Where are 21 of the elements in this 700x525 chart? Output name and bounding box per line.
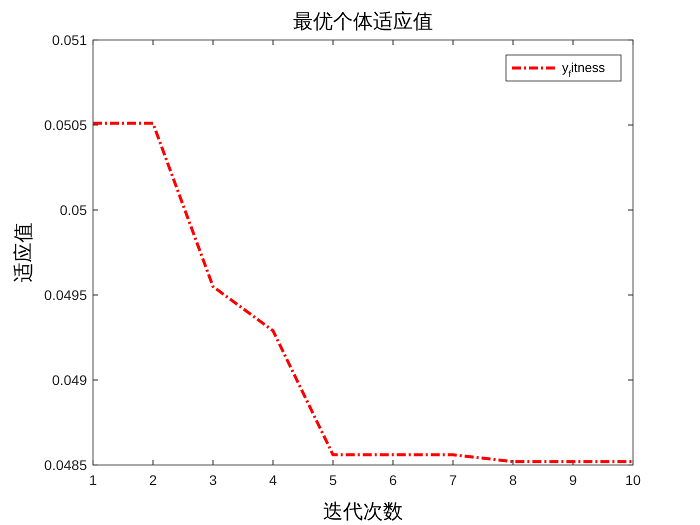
y-axis-title: 适应值	[13, 222, 35, 282]
legend-label: y$_{f}$itness	[562, 60, 606, 79]
y-tick-label: 0.05	[60, 202, 88, 218]
x-tick-label: 10	[625, 472, 641, 488]
x-tick-label: 3	[209, 472, 218, 488]
x-tick-label: 5	[329, 472, 338, 488]
y-tick-label: 0.051	[52, 32, 88, 48]
chart-title: 最优个体适应值	[293, 11, 433, 33]
x-tick-label: 8	[509, 472, 518, 488]
y-tick-label: 0.0495	[44, 287, 88, 303]
x-tick-label: 7	[449, 472, 458, 488]
y-tick-label: 0.0485	[44, 457, 88, 473]
y-tick-label: 0.049	[52, 372, 88, 388]
x-tick-label: 6	[389, 472, 398, 488]
x-tick-label: 1	[89, 472, 98, 488]
x-tick-label: 9	[569, 472, 578, 488]
x-tick-label: 2	[149, 472, 158, 488]
x-tick-label: 4	[269, 472, 278, 488]
line-series	[92, 122, 634, 464]
y-tick-label: 0.0505	[44, 117, 88, 133]
x-axis-title: 迭代次数	[323, 501, 403, 523]
